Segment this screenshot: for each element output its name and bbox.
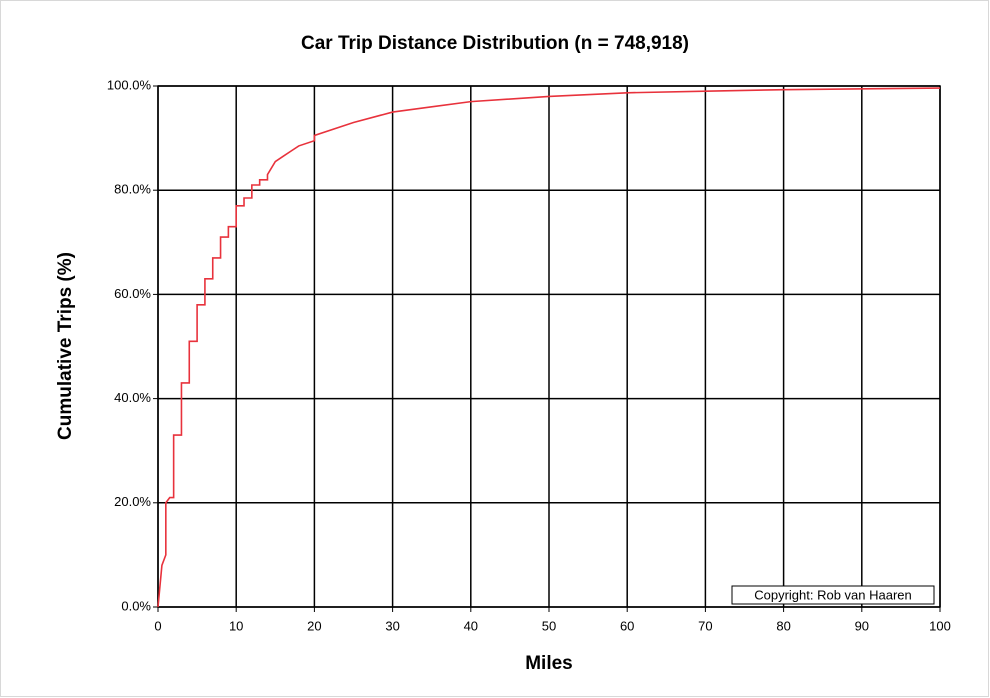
- y-tick-label: 100.0%: [107, 77, 152, 92]
- x-tick-label: 20: [307, 618, 321, 633]
- x-tick-label: 40: [464, 618, 478, 633]
- x-tick-label: 60: [620, 618, 634, 633]
- x-axis-label: Miles: [525, 653, 573, 674]
- y-tick-label: 60.0%: [114, 286, 151, 301]
- y-tick-label: 80.0%: [114, 182, 151, 197]
- annotation-box: [731, 585, 935, 605]
- y-tick-label: 20.0%: [114, 494, 151, 509]
- x-tick-label: 90: [855, 618, 869, 633]
- x-tick-label: 50: [542, 618, 556, 633]
- x-tick-label: 10: [229, 618, 243, 633]
- x-tick-label: 70: [698, 618, 712, 633]
- annotation: Copyright: Rob van Haaren: [754, 587, 912, 602]
- x-tick-label: 0: [154, 618, 161, 633]
- x-tick-label: 100: [929, 618, 951, 633]
- y-tick-label: 40.0%: [114, 390, 151, 405]
- y-tick-label: 0.0%: [121, 598, 151, 613]
- x-tick-label: 80: [776, 618, 790, 633]
- chart-title: Car Trip Distance Distribution (n = 748,…: [301, 33, 689, 54]
- y-axis-label: Cumulative Trips (%): [55, 252, 76, 440]
- x-tick-label: 30: [385, 618, 399, 633]
- data-line: [157, 87, 941, 608]
